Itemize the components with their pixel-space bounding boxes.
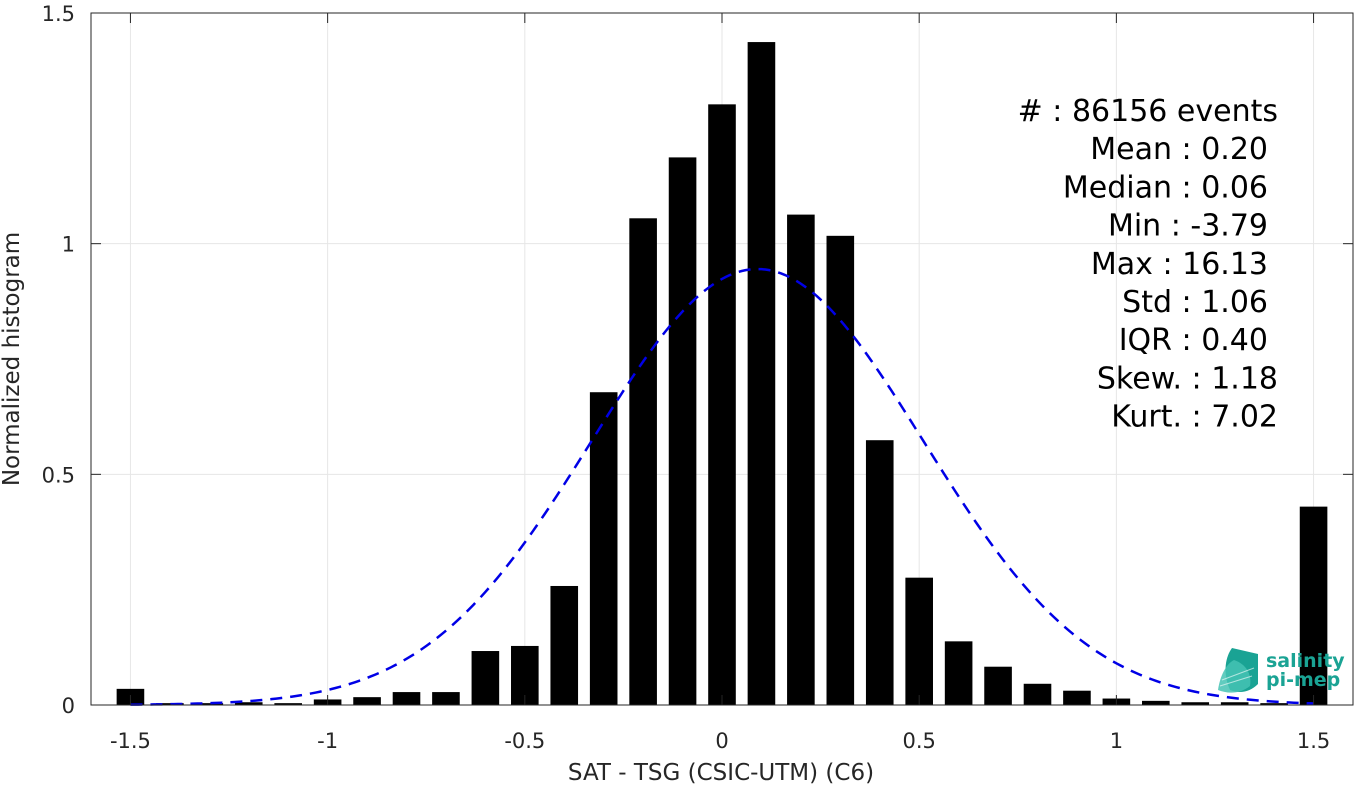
histogram-bar — [156, 703, 184, 705]
x-tick-label: -1.5 — [110, 729, 151, 753]
histogram-bar — [353, 697, 381, 705]
x-tick-label: 1.5 — [1297, 729, 1330, 753]
logo-text-line1: salinity — [1266, 650, 1345, 672]
stat-line: Kurt. : 7.02 — [1111, 400, 1278, 435]
histogram-bar — [787, 214, 815, 705]
histogram-bar — [1260, 703, 1288, 705]
histogram-bar — [826, 235, 855, 705]
histogram-bar — [905, 577, 933, 705]
stat-line: Skew. : 1.18 — [1097, 361, 1278, 396]
histogram-bar — [865, 440, 894, 705]
y-tick-label: 0.5 — [42, 463, 75, 487]
stat-line: IQR : 0.40 — [1119, 323, 1268, 358]
x-axis-label: SAT - TSG (CSIC-UTM) (C6) — [568, 760, 874, 785]
y-tick-label: 1.5 — [42, 2, 75, 26]
stat-line: Std : 1.06 — [1122, 285, 1268, 320]
x-tick-label: 1 — [1110, 729, 1123, 753]
histogram-bar — [589, 392, 618, 705]
y-tick-label: 0 — [62, 694, 75, 718]
histogram-bar — [471, 651, 500, 705]
histogram-bar — [1299, 506, 1328, 705]
histogram-bar — [629, 218, 657, 705]
histogram-bar — [432, 692, 460, 705]
x-tick-label: 0.5 — [902, 729, 935, 753]
stat-line: Min : -3.79 — [1108, 209, 1268, 244]
x-tick-label: 0 — [715, 729, 728, 753]
stat-line: Max : 16.13 — [1091, 247, 1268, 282]
histogram-bar — [708, 104, 736, 706]
histogram-bar — [944, 641, 973, 705]
histogram-bar — [747, 42, 776, 705]
y-tick-labels: 0 0.5 1 1.5 — [42, 2, 75, 718]
stat-line: # : 86156 events — [1018, 94, 1278, 129]
histogram-bar — [1023, 683, 1052, 705]
gaussian-fit-curve — [130, 267, 1314, 706]
histogram-bar — [234, 702, 263, 705]
histogram-bar — [668, 157, 697, 705]
salinity-pi-mep-logo: salinity pi-mep — [1218, 648, 1345, 693]
histogram-bar — [1142, 700, 1170, 705]
y-tick-label: 1 — [62, 233, 75, 257]
histogram-bar — [392, 692, 421, 705]
histogram-bar — [274, 703, 302, 705]
histogram-bar — [1063, 690, 1091, 705]
x-tick-labels: -1.5 -1 -0.5 0 0.5 1 1.5 — [110, 729, 1330, 753]
histogram-bar — [1220, 702, 1249, 705]
fit-curve-layer — [130, 267, 1314, 706]
histogram-bar — [1181, 702, 1210, 705]
axis-ticks — [91, 12, 1353, 706]
y-axis-label: Normalized histogram — [0, 232, 25, 486]
stat-line: Mean : 0.20 — [1090, 132, 1268, 167]
logo-wave-icon — [1218, 648, 1258, 693]
stat-line: Median : 0.06 — [1063, 170, 1268, 205]
histogram-bar — [550, 585, 579, 705]
histogram-bar — [195, 703, 224, 705]
logo-text-line2: pi-mep — [1266, 669, 1340, 691]
x-tick-label: -1 — [317, 729, 338, 753]
x-tick-label: -0.5 — [504, 729, 545, 753]
histogram-bar — [984, 666, 1012, 705]
